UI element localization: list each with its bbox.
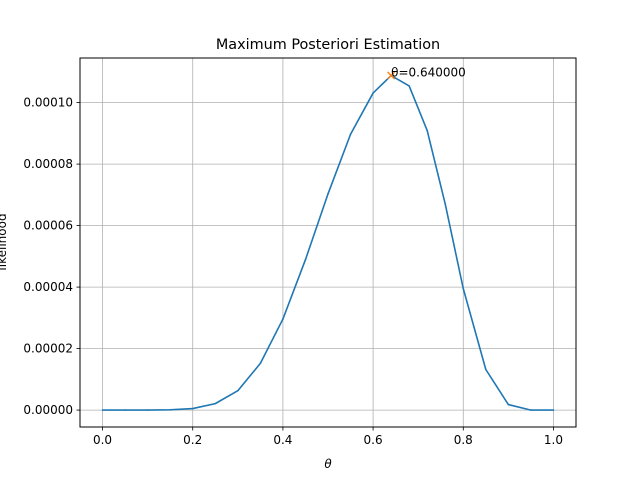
axis-ticks: 0.0 0.2 0.4 0.6 0.8 1.0 0.00000 0.00002 0.00004 0…: [23, 96, 563, 447]
curve-point: [101, 409, 104, 411]
series-layer: [101, 71, 555, 411]
x-tick-label: 1.0: [544, 433, 563, 447]
curve-point: [349, 133, 352, 136]
y-axis-label: likelihood: [0, 213, 9, 270]
y-tick-label: 0.00010: [23, 96, 73, 110]
curve-point: [214, 402, 217, 405]
curve-point: [327, 193, 329, 195]
curve-point: [485, 368, 487, 371]
curve-point: [372, 92, 374, 94]
x-tick-label: 0.2: [183, 433, 202, 447]
annotation-label: θ=0.640000: [391, 66, 466, 80]
curve-point: [552, 409, 555, 411]
y-tick-label: 0.00008: [23, 157, 73, 171]
curve-point: [408, 85, 410, 87]
curve-point: [444, 203, 447, 205]
x-tick-label: 0.8: [454, 433, 473, 447]
chart-title: Maximum Posteriori Estimation: [216, 37, 440, 53]
curve-point: [124, 409, 126, 411]
y-tick-label: 0.00000: [23, 403, 73, 417]
curve-point: [237, 389, 239, 392]
y-tick-label: 0.00002: [23, 342, 73, 356]
curve-point: [462, 287, 465, 290]
curve-point: [282, 318, 284, 320]
curve-point: [259, 362, 262, 365]
curve-point: [507, 403, 510, 406]
y-tick-label: 0.00004: [23, 280, 73, 294]
x-tick-label: 0.4: [273, 433, 292, 447]
curve-point: [169, 408, 171, 411]
map-marker: [387, 71, 396, 80]
curve-point: [426, 129, 429, 132]
curve-point: [146, 409, 149, 411]
x-tick-label: 0.0: [93, 433, 112, 447]
y-tick-label: 0.00006: [23, 219, 73, 233]
curve-point: [530, 409, 532, 411]
plot-frame: [79, 57, 577, 428]
x-tick-label: 0.6: [364, 433, 383, 447]
x-axis-label: θ: [324, 457, 332, 471]
likelihood-curve: [102, 74, 554, 411]
curve-point: [191, 407, 194, 410]
curve-point: [304, 258, 307, 261]
